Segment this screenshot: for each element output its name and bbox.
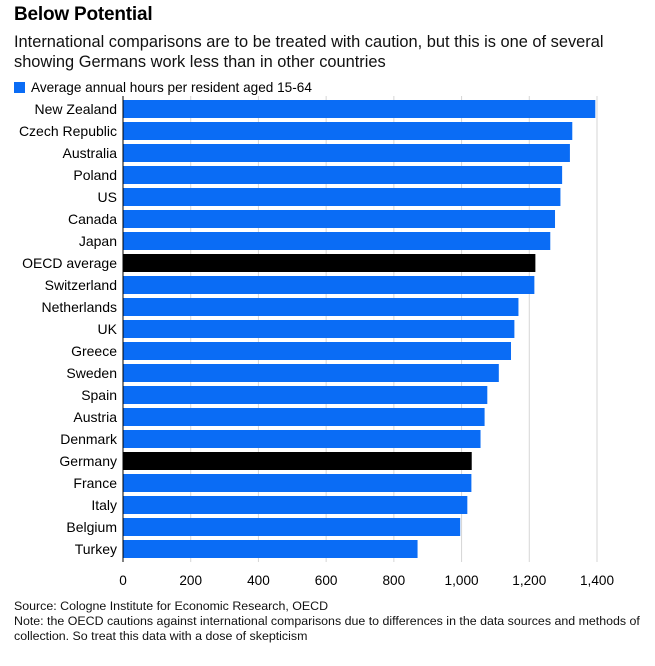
bar-us [123,188,561,206]
bar-new-zealand [123,100,596,118]
bar-sweden [123,364,499,382]
bar-canada [123,210,556,228]
bar-oecd-average [123,254,536,272]
bar-uk [123,320,515,338]
category-label: OECD average [22,255,117,271]
category-label: Turkey [75,541,117,557]
bar-greece [123,342,512,360]
category-label: France [73,475,117,491]
x-tick-label: 1,200 [512,573,546,588]
chart-subtitle: International comparisons are to be trea… [14,33,604,71]
category-label: Canada [68,211,117,227]
x-tick-label: 0 [119,573,127,588]
x-tick-label: 1,000 [445,573,479,588]
bar-japan [123,232,551,250]
legend-label: Average annual hours per resident aged 1… [31,80,312,95]
category-label: UK [98,321,118,337]
x-tick-label: 600 [315,573,338,588]
x-tick-label: 1,400 [580,573,614,588]
legend-swatch [14,82,25,93]
bar-france [123,474,472,492]
category-label: Germany [59,453,117,469]
category-label: Greece [71,343,117,359]
bar-turkey [123,540,418,558]
legend: Average annual hours per resident aged 1… [14,80,312,95]
footer: Source: Cologne Institute for Economic R… [14,599,644,644]
bar-poland [123,166,563,184]
category-label: Poland [73,167,117,183]
source-note: Source: Cologne Institute for Economic R… [14,599,329,613]
bar-denmark [123,430,481,448]
bar-netherlands [123,298,519,316]
chart-title: Below Potential [14,4,153,25]
bar-austria [123,408,485,426]
x-tick-label: 400 [247,573,270,588]
category-label: Austria [73,409,117,425]
bar-switzerland [123,276,535,294]
category-label: Czech Republic [19,123,117,139]
category-label: Japan [79,233,117,249]
category-label: Italy [91,497,117,513]
bar-australia [123,144,570,162]
bar-germany [123,452,472,470]
category-label: Spain [81,387,117,403]
category-label: US [98,189,117,205]
category-label: Netherlands [42,299,118,315]
category-label: Sweden [66,365,117,381]
category-label: New Zealand [35,101,118,117]
category-label: Belgium [66,519,117,535]
x-tick-label: 200 [179,573,202,588]
bar-czech-republic [123,122,573,140]
category-label: Switzerland [45,277,117,293]
bar-belgium [123,518,461,536]
methodology-note: Note: the OECD cautions against internat… [14,614,640,643]
bar-spain [123,386,488,404]
bar-italy [123,496,468,514]
category-label: Australia [63,145,118,161]
x-tick-label: 800 [383,573,406,588]
bar-chart: New Zealand Czech Republic Australia Poland… [19,96,614,588]
category-label: Denmark [60,431,118,447]
